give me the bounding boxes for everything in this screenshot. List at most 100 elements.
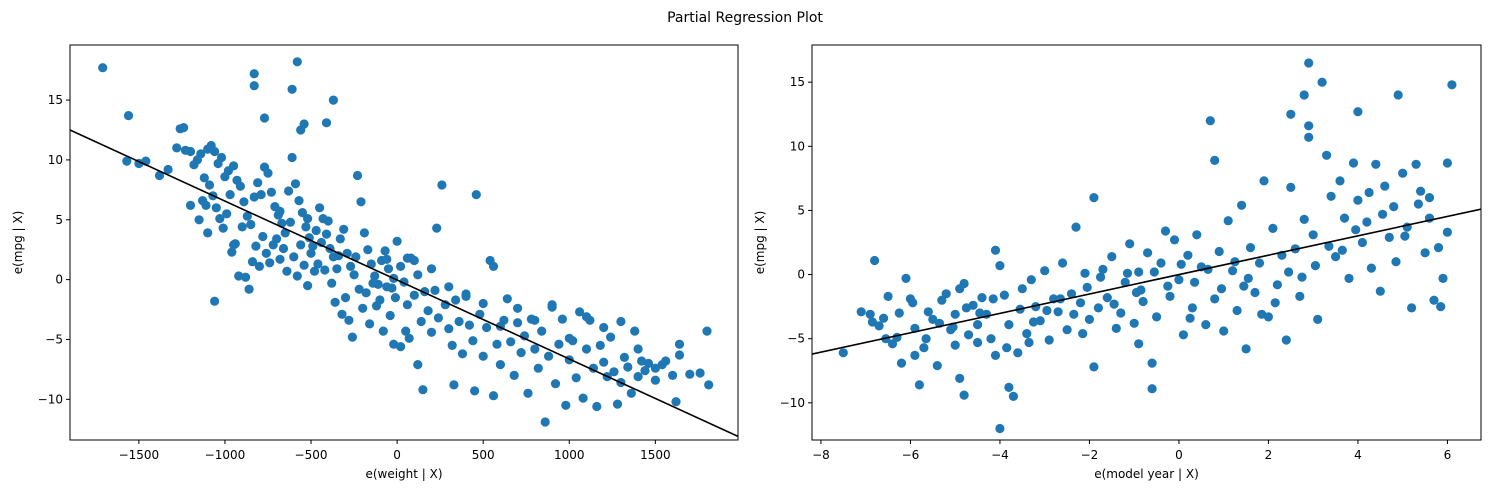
data-point bbox=[513, 318, 523, 328]
data-point bbox=[910, 350, 920, 360]
data-point bbox=[340, 293, 351, 303]
data-point bbox=[550, 379, 561, 389]
data-point bbox=[1156, 258, 1166, 268]
data-point bbox=[1371, 159, 1381, 169]
data-point bbox=[609, 367, 619, 377]
data-point bbox=[633, 372, 643, 382]
data-point bbox=[203, 228, 213, 238]
data-point bbox=[375, 295, 385, 305]
data-point bbox=[423, 306, 433, 316]
data-point bbox=[358, 303, 368, 313]
data-point bbox=[1026, 275, 1036, 285]
data-point bbox=[1129, 318, 1139, 328]
x-tick-label: 4 bbox=[1354, 448, 1362, 462]
data-point bbox=[294, 196, 304, 206]
y-tick-label: 5 bbox=[797, 203, 805, 217]
partial-regression-panel-weight: −1500 −1000 −500 0 500 1000 1500 −10 −5 0 5 10 15 e(w… bbox=[11, 44, 739, 481]
data-point bbox=[416, 316, 426, 327]
data-point bbox=[303, 214, 313, 224]
scatter-points bbox=[98, 57, 714, 427]
data-point bbox=[623, 362, 633, 372]
data-point bbox=[1310, 261, 1320, 271]
data-point bbox=[592, 401, 602, 412]
data-point bbox=[278, 243, 289, 254]
data-point bbox=[249, 69, 259, 79]
data-point bbox=[1362, 217, 1372, 227]
data-point bbox=[237, 222, 247, 232]
data-point bbox=[671, 397, 681, 407]
data-point bbox=[674, 339, 685, 349]
data-point bbox=[1272, 280, 1282, 290]
data-point bbox=[198, 196, 208, 206]
x-tick-label: 1500 bbox=[640, 448, 671, 462]
data-point bbox=[643, 358, 654, 368]
data-point bbox=[265, 258, 275, 268]
data-point bbox=[215, 214, 225, 224]
data-point bbox=[1210, 294, 1220, 304]
data-point bbox=[382, 254, 392, 264]
data-point bbox=[402, 300, 412, 310]
data-point bbox=[235, 181, 245, 191]
data-point bbox=[1062, 325, 1072, 335]
data-point bbox=[557, 314, 568, 324]
data-point bbox=[299, 260, 309, 270]
data-point bbox=[1331, 252, 1341, 262]
data-point bbox=[564, 333, 574, 343]
data-point bbox=[1176, 259, 1186, 269]
data-point bbox=[1096, 272, 1106, 282]
data-point bbox=[887, 339, 898, 349]
data-point bbox=[1257, 309, 1267, 319]
data-point bbox=[578, 393, 588, 403]
data-point bbox=[1259, 176, 1269, 186]
data-point bbox=[368, 278, 378, 288]
regression-fit-line bbox=[70, 129, 738, 438]
data-point bbox=[315, 203, 325, 213]
data-point bbox=[256, 190, 266, 200]
data-point bbox=[1125, 239, 1135, 249]
data-point bbox=[259, 113, 270, 123]
data-point bbox=[1066, 289, 1077, 299]
data-point bbox=[449, 380, 459, 390]
data-point bbox=[1089, 193, 1099, 203]
data-point bbox=[1380, 181, 1390, 191]
data-point bbox=[581, 312, 592, 322]
data-point bbox=[1031, 302, 1041, 312]
data-point bbox=[444, 282, 454, 292]
data-point bbox=[923, 307, 933, 317]
data-point bbox=[1304, 121, 1314, 131]
data-point bbox=[999, 290, 1010, 300]
data-point bbox=[392, 236, 402, 246]
data-point bbox=[1416, 186, 1426, 196]
data-point bbox=[612, 399, 623, 409]
data-point bbox=[1169, 235, 1180, 245]
data-point bbox=[921, 334, 931, 344]
data-point bbox=[1375, 286, 1385, 296]
data-point bbox=[1243, 273, 1253, 283]
data-point bbox=[292, 271, 302, 281]
data-point bbox=[349, 270, 359, 280]
data-point bbox=[1237, 200, 1247, 210]
data-point bbox=[328, 95, 338, 105]
data-point bbox=[977, 293, 987, 303]
data-point bbox=[263, 168, 273, 178]
data-point bbox=[287, 152, 297, 163]
data-point bbox=[1165, 291, 1175, 301]
data-point bbox=[988, 294, 998, 304]
data-point bbox=[1353, 107, 1363, 117]
data-point bbox=[354, 284, 364, 294]
data-point bbox=[266, 187, 276, 197]
data-point bbox=[344, 315, 354, 325]
data-point bbox=[163, 164, 173, 175]
data-point bbox=[1433, 243, 1444, 253]
data-point bbox=[1022, 329, 1032, 339]
data-point bbox=[990, 245, 1001, 255]
data-point bbox=[352, 170, 363, 181]
partial-regression-panel-model-year: −8 −6 −4 −2 0 2 4 6 −10 −5 0 5 10 15 e(model year | X)… bbox=[753, 44, 1482, 481]
data-point bbox=[1089, 362, 1099, 372]
data-point bbox=[595, 340, 605, 350]
data-point bbox=[239, 197, 249, 207]
data-point bbox=[1071, 222, 1081, 232]
data-point bbox=[1424, 193, 1435, 203]
x-tick-label: 6 bbox=[1444, 448, 1452, 462]
data-point bbox=[223, 166, 233, 176]
